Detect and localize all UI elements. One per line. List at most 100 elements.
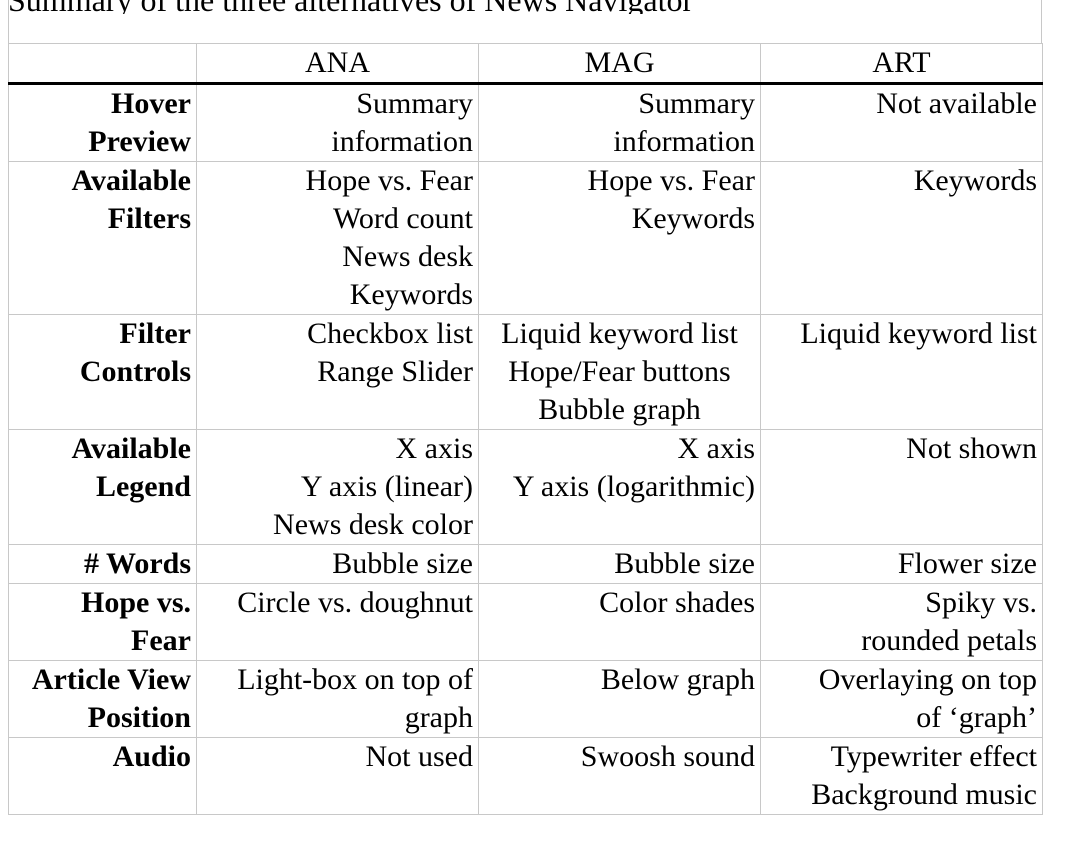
cell-art: Not available [760,83,1043,162]
cell-mag: Summary information [478,83,761,162]
cell-art: Keywords [760,161,1043,315]
table-row-available-legend: Available Legend X axis Y axis (linear) News… [8,429,1043,545]
cell-line: of ‘graph’ [916,701,1037,734]
cell-mag: Liquid keyword list Hope/Fear buttons Bubb… [478,314,761,430]
caption-frame [8,0,1042,43]
cell-line: News desk color [273,508,473,541]
cell-mag: Swoosh sound [478,737,761,815]
cell-line: Overlaying on top [818,663,1037,696]
table-row-audio: Audio Not used Swoosh sound Typewriter effe… [8,737,1043,815]
cell-ana: Summary information [196,83,479,162]
cell-line: Liquid keyword list [800,317,1037,350]
cell-ana: Checkbox list Range Slider [196,314,479,430]
cell-line: Bubble graph [538,393,701,426]
cell-ana: Not used [196,737,479,815]
row-label-line: Available [71,164,191,197]
row-label-line: Preview [88,125,191,158]
cell-line: Below graph [600,663,755,696]
row-label: Audio [8,737,197,815]
cell-line: Swoosh sound [580,740,755,773]
cell-ana: X axis Y axis (linear) News desk color [196,429,479,545]
cell-ana: Light-box on top of graph [196,660,479,738]
cell-line: X axis [677,432,756,465]
cell-art: Flower size [760,544,1043,584]
row-label-line: Filters [107,202,191,235]
cell-line: information [613,125,755,158]
cell-line: Bubble size [614,547,755,580]
cell-ana: Hope vs. Fear Word count News desk Keywords [196,161,479,315]
row-label: # Words [8,544,197,584]
row-label: Hope vs. Fear [8,583,197,661]
row-label: Available Filters [8,161,197,315]
cell-line: Range Slider [317,355,473,388]
cell-line: Bubble size [332,547,473,580]
row-label-line: Article View [31,663,191,696]
cell-art: Not shown [760,429,1043,545]
cell-line: Keywords [631,202,755,235]
cell-line: graph [404,701,473,734]
table-row-hover-preview: Hover Preview Summary information Summary inf… [8,83,1043,162]
cell-line: Background music [811,778,1037,811]
cell-line: Word count [332,202,473,235]
cell-line: Y axis (logarithmic) [512,470,755,503]
row-label: Available Legend [8,429,197,545]
header-row: ANA MAG ART [8,43,1043,85]
cell-ana: Bubble size [196,544,479,584]
cell-line: Spiky vs. [925,586,1037,619]
column-header-art: ART [760,43,1043,85]
cell-line: Hope vs. Fear [305,164,473,197]
row-label-line: Fear [131,624,191,657]
cell-art: Spiky vs. rounded petals [760,583,1043,661]
cell-line: Circle vs. doughnut [237,586,473,619]
table-row-available-filters: Available Filters Hope vs. Fear Word count N… [8,161,1043,315]
cell-line: Keywords [349,278,473,311]
column-header-mag: MAG [478,43,761,85]
row-label: Article View Position [8,660,197,738]
table-caption: Summary of the three alternatives of New… [8,0,1041,14]
cell-line: rounded petals [861,624,1037,657]
cell-mag: Hope vs. Fear Keywords [478,161,761,315]
row-label-line: Filter [119,317,191,350]
row-label-line: Audio [112,740,191,773]
cell-line: Hope vs. Fear [587,164,755,197]
row-label-line: Available [71,432,191,465]
cell-line: Y axis (linear) [300,470,473,503]
table-row-hope-vs-fear: Hope vs. Fear Circle vs. doughnut Color sha… [8,583,1043,661]
cell-line: Hope/Fear buttons [508,355,731,388]
row-label-line: Controls [79,355,191,388]
cell-line: News desk [342,240,473,273]
cell-line: Liquid keyword list [501,317,738,350]
row-label: Filter Controls [8,314,197,430]
cell-line: information [331,125,473,158]
cell-line: Not available [876,87,1037,120]
cell-line: Light-box on top of [237,663,473,696]
row-label-line: # Words [84,547,191,580]
table-row-word-count: # Words Bubble size Bubble size Flower size [8,544,1043,584]
row-label-line: Hope vs. [80,586,191,619]
cell-art: Liquid keyword list [760,314,1043,430]
cell-art: Typewriter effect Background music [760,737,1043,815]
comparison-table: ANA MAG ART Hover Preview Summary informati… [8,43,1043,815]
header-corner [8,43,197,85]
cell-ana: Circle vs. doughnut [196,583,479,661]
cell-line: X axis [395,432,474,465]
row-label-line: Legend [95,470,191,503]
cell-line: Typewriter effect [830,740,1037,773]
cell-line: Keywords [913,164,1037,197]
cell-line: Summary [638,87,755,120]
cell-mag: X axis Y axis (logarithmic) [478,429,761,545]
row-label: Hover Preview [8,83,197,162]
cell-line: Flower size [897,547,1037,580]
row-label-line: Hover [111,87,191,120]
row-label-line: Position [87,701,191,734]
cell-art: Overlaying on top of ‘graph’ [760,660,1043,738]
cell-line: Checkbox list [307,317,473,350]
cell-line: Color shades [599,586,755,619]
table-row-article-view-position: Article View Position Light-box on top of g… [8,660,1043,738]
cell-line: Summary [356,87,473,120]
table-body: Hover Preview Summary information Summary inf… [8,83,1043,815]
table-row-filter-controls: Filter Controls Checkbox list Range Slider L… [8,314,1043,430]
cell-mag: Color shades [478,583,761,661]
cell-line: Not used [365,740,474,773]
cell-line: Not shown [906,432,1037,465]
